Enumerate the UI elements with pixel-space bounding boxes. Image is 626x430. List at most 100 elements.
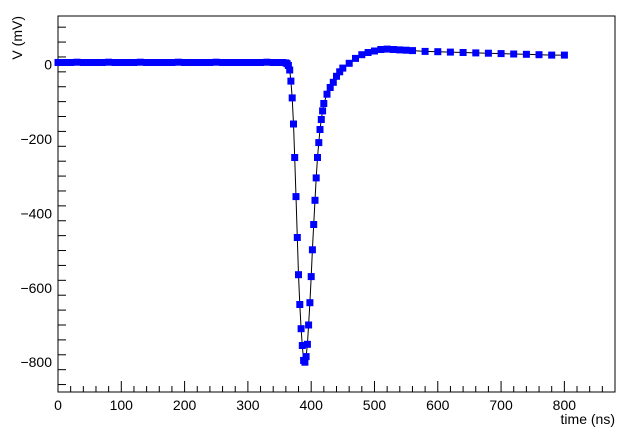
data-point xyxy=(67,59,75,66)
data-point xyxy=(301,358,309,366)
data-point xyxy=(302,353,310,361)
data-point xyxy=(333,72,340,80)
data-point xyxy=(548,51,556,59)
data-point xyxy=(434,48,442,56)
data-point xyxy=(295,271,302,279)
data-point xyxy=(293,234,301,241)
data-point xyxy=(364,49,372,56)
y-tick-label: −600 xyxy=(20,280,52,296)
data-point xyxy=(510,50,518,58)
data-point xyxy=(105,58,113,66)
data-point xyxy=(314,154,321,161)
data-point xyxy=(225,59,233,66)
data-point xyxy=(383,45,391,53)
x-tick-label: 500 xyxy=(363,397,387,413)
data-point xyxy=(296,301,304,308)
x-axis-title: time (ns) xyxy=(561,411,615,427)
data-point xyxy=(181,59,189,66)
data-point xyxy=(307,273,315,281)
data-point xyxy=(286,66,294,74)
y-axis: 0 −200 −400 −600 −800 xyxy=(20,26,66,386)
x-tick-label: 800 xyxy=(553,397,577,413)
data-point xyxy=(86,59,94,66)
data-point xyxy=(298,342,306,349)
x-tick-label: 700 xyxy=(489,397,513,413)
data-point xyxy=(130,59,138,66)
data-point xyxy=(409,47,416,55)
data-point xyxy=(339,64,347,72)
data-point xyxy=(352,54,359,62)
data-point xyxy=(73,58,81,66)
data-point xyxy=(143,59,151,66)
data-point xyxy=(446,48,454,56)
data-point xyxy=(174,58,182,66)
data-point xyxy=(329,78,337,86)
data-point xyxy=(187,59,195,66)
data-point xyxy=(168,59,176,66)
x-tick-label: 400 xyxy=(300,397,324,413)
data-point xyxy=(263,58,271,66)
data-point xyxy=(92,59,100,66)
x-axis: 0 100 200 300 400 500 600 700 800 xyxy=(54,381,616,413)
data-point xyxy=(317,116,325,123)
data-point xyxy=(288,94,296,102)
y-tick-label: −200 xyxy=(20,131,52,147)
data-point xyxy=(326,84,334,91)
data-point xyxy=(320,100,328,107)
data-line xyxy=(58,48,565,364)
data-point xyxy=(231,59,239,66)
data-point xyxy=(560,51,568,59)
data-point xyxy=(287,77,295,85)
data-point xyxy=(162,59,170,66)
data-point xyxy=(459,49,467,56)
data-point xyxy=(238,59,246,66)
x-tick-label: 600 xyxy=(426,397,450,413)
data-point xyxy=(390,46,397,53)
data-point xyxy=(535,51,543,59)
data-point xyxy=(98,59,106,66)
data-point xyxy=(371,47,378,55)
data-point xyxy=(421,47,429,55)
data-point xyxy=(136,58,144,66)
data-point xyxy=(149,59,157,66)
data-markers xyxy=(54,45,568,366)
data-point xyxy=(377,46,385,53)
y-tick-label: −400 xyxy=(20,205,52,221)
data-point xyxy=(244,59,252,66)
data-point xyxy=(297,325,305,333)
data-point xyxy=(497,50,505,58)
data-point xyxy=(155,59,163,66)
data-point xyxy=(291,154,299,161)
x-tick-label: 0 xyxy=(54,397,62,413)
y-tick-label: 0 xyxy=(44,56,52,72)
data-point xyxy=(292,193,300,201)
data-point xyxy=(358,51,366,59)
data-point xyxy=(396,46,404,54)
data-point xyxy=(117,59,125,66)
data-point xyxy=(484,49,492,57)
data-point xyxy=(315,139,323,147)
data-point xyxy=(319,107,327,115)
data-point xyxy=(402,46,410,54)
data-point xyxy=(79,59,87,66)
y-axis-title: V (mV) xyxy=(9,16,25,60)
data-point xyxy=(54,59,62,66)
data-point xyxy=(60,59,68,66)
data-point xyxy=(336,68,344,76)
data-point xyxy=(310,221,318,228)
data-point xyxy=(284,62,292,69)
x-tick-label: 300 xyxy=(236,397,260,413)
data-point xyxy=(306,299,314,307)
data-point xyxy=(522,50,530,58)
data-point xyxy=(345,59,353,67)
data-point xyxy=(303,340,311,348)
data-point xyxy=(323,90,331,98)
data-point xyxy=(212,58,220,66)
data-point xyxy=(257,59,264,66)
data-point xyxy=(193,59,201,66)
data-point xyxy=(308,246,316,254)
data-point xyxy=(200,59,208,66)
data-point xyxy=(269,59,277,66)
data-point xyxy=(250,59,258,66)
